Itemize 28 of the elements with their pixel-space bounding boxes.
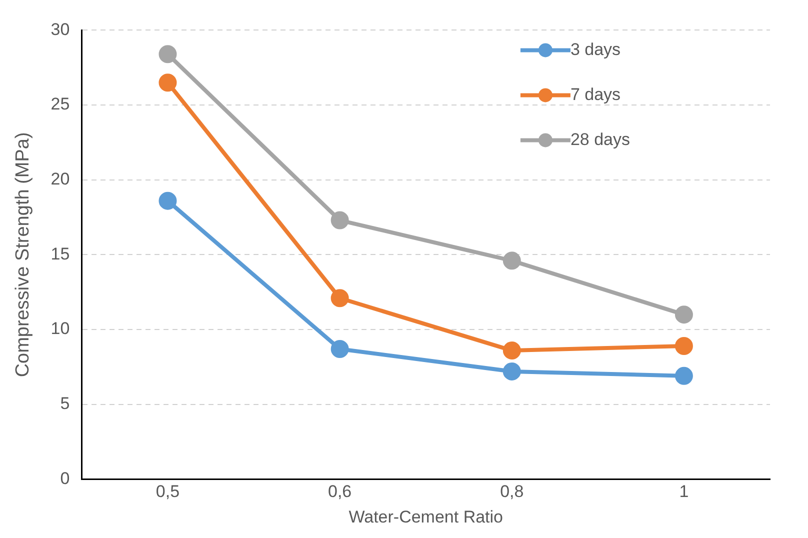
y-tick-label: 5 [60, 394, 70, 414]
point [330, 289, 349, 308]
legend-label: 7 days [570, 84, 621, 104]
x-tick-label: 0,5 [156, 482, 180, 502]
y-tick-label: 0 [60, 468, 70, 488]
legend-label: 28 days [570, 130, 630, 149]
point [502, 252, 521, 270]
point [674, 336, 693, 355]
point [674, 306, 693, 324]
point [330, 340, 349, 358]
point [674, 366, 693, 385]
x-tick-label: 0,6 [328, 482, 352, 502]
point [502, 362, 521, 380]
legend-label: 3 days [570, 40, 621, 59]
y-tick-label: 10 [50, 319, 70, 338]
y-tick-label: 20 [50, 170, 70, 189]
point [158, 192, 177, 210]
y-tick-label: 25 [50, 94, 70, 114]
x-axis-title: Water-Cement Ratio [348, 507, 504, 526]
point [158, 74, 177, 92]
x-tick-label: 1 [679, 482, 689, 502]
y-tick-label: 15 [50, 244, 70, 264]
y-tick-label: 30 [50, 20, 70, 39]
point [158, 45, 177, 64]
point [502, 341, 521, 360]
point [330, 211, 349, 230]
x-tick-label: 0,8 [500, 482, 524, 502]
y-axis-title: Compressive Strength (MPa) [12, 132, 34, 378]
